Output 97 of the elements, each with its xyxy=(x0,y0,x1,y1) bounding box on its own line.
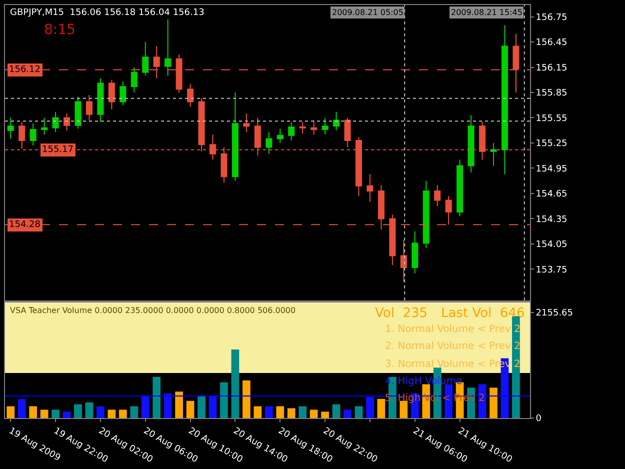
candlestick xyxy=(288,121,295,141)
bar xyxy=(85,402,94,418)
bar xyxy=(444,384,453,418)
bar xyxy=(354,406,363,418)
ref-line-label: 2009.08.21 15:45 xyxy=(451,8,522,17)
bar xyxy=(208,396,217,418)
ref-line-label: 156.12 xyxy=(9,65,40,75)
bar xyxy=(276,406,284,418)
annotation: 1. Normal Volume < Prev 2 xyxy=(385,324,520,335)
candlestick xyxy=(310,120,318,136)
bar xyxy=(186,400,194,418)
y-tick-label: 153.75 xyxy=(536,265,568,276)
candlestick xyxy=(422,180,430,249)
bar xyxy=(310,410,318,418)
y-tick-label: 0 xyxy=(536,414,542,424)
candlestick xyxy=(400,239,407,282)
annotation: Vol 235 xyxy=(375,306,428,321)
annotation: VSA Teacher Volume 0.0000 235.0000 0.0000 0.0000 0.8000 506.0000 xyxy=(10,306,296,315)
y-tick-label: 154.65 xyxy=(536,190,568,200)
bar xyxy=(6,406,15,418)
bar xyxy=(29,406,38,418)
candlestick xyxy=(243,113,250,133)
bar xyxy=(298,406,307,418)
candlestick xyxy=(187,84,194,108)
candlestick xyxy=(322,117,328,136)
y-tick-label: 156.45 xyxy=(536,38,568,48)
bar xyxy=(164,394,172,418)
candlestick xyxy=(412,230,418,274)
candlestick xyxy=(232,92,238,182)
bar xyxy=(242,380,250,418)
annotation: 8:15 xyxy=(44,22,76,38)
candlestick xyxy=(52,111,59,133)
bar xyxy=(118,410,127,418)
candlestick xyxy=(97,78,104,122)
y-tick-label: 156.75 xyxy=(536,12,568,23)
bar xyxy=(490,388,498,418)
candlestick xyxy=(74,96,82,130)
candlestick xyxy=(7,117,14,140)
bar xyxy=(321,412,329,418)
bar xyxy=(130,406,138,418)
bar xyxy=(74,404,82,418)
ref-line-label: 2009.08.21 05:05 xyxy=(332,8,404,17)
bar xyxy=(96,406,104,418)
bar xyxy=(264,406,273,418)
candlestick xyxy=(456,159,464,217)
y-tick-label: 154.35 xyxy=(536,214,568,225)
bar xyxy=(52,410,60,418)
y-tick-label: 155.85 xyxy=(536,88,568,99)
ref-line-label: 155.17 xyxy=(42,145,74,155)
candlestick xyxy=(130,66,138,93)
bar xyxy=(287,408,296,418)
candlestick xyxy=(30,123,36,146)
candlestick xyxy=(266,132,272,154)
candlestick xyxy=(86,94,92,121)
candlestick xyxy=(164,18,172,76)
candlestick xyxy=(120,81,126,106)
bar xyxy=(198,396,206,418)
bar xyxy=(220,382,228,418)
annotation: Last Vol 646 xyxy=(441,306,525,321)
candlestick xyxy=(501,24,508,175)
y-tick-label: 154.95 xyxy=(536,164,568,174)
annotation: 2. Normal Volume < Prev 2 xyxy=(385,341,520,352)
bar xyxy=(512,316,520,418)
candlestick xyxy=(366,174,374,202)
bar xyxy=(254,406,262,418)
candlestick xyxy=(434,184,441,207)
y-tick-label: 155.25 xyxy=(536,139,568,150)
y-tick-label: 156.15 xyxy=(536,63,568,74)
candlestick xyxy=(276,128,284,144)
y-tick-label: 155.55 xyxy=(536,114,568,124)
candlestick xyxy=(344,117,351,148)
bar xyxy=(18,398,26,418)
bar xyxy=(40,410,48,418)
y-tick-label: 154.05 xyxy=(536,240,568,250)
bar xyxy=(344,410,352,418)
candlestick xyxy=(333,111,340,131)
bar xyxy=(175,392,183,418)
candlestick xyxy=(108,79,115,110)
candlestick xyxy=(468,114,474,173)
bar xyxy=(152,376,161,418)
bar xyxy=(231,349,240,418)
bar xyxy=(366,396,374,418)
chart-title: GBPJPY,M15 156.06 156.18 156.04 156.13 xyxy=(10,8,204,18)
candlestick xyxy=(299,121,306,134)
candlestick xyxy=(445,195,452,226)
candlestick xyxy=(490,142,497,166)
bar xyxy=(108,410,116,418)
bar xyxy=(141,396,150,418)
candlestick xyxy=(18,121,26,150)
bar xyxy=(332,404,340,418)
candlestick xyxy=(142,42,149,76)
ref-line-label: 154.28 xyxy=(9,220,41,230)
candlestick xyxy=(41,117,48,136)
bar xyxy=(377,398,386,418)
bar xyxy=(62,412,71,418)
candlestick xyxy=(64,113,70,131)
y-tick-label: 2155.65 xyxy=(536,308,574,319)
